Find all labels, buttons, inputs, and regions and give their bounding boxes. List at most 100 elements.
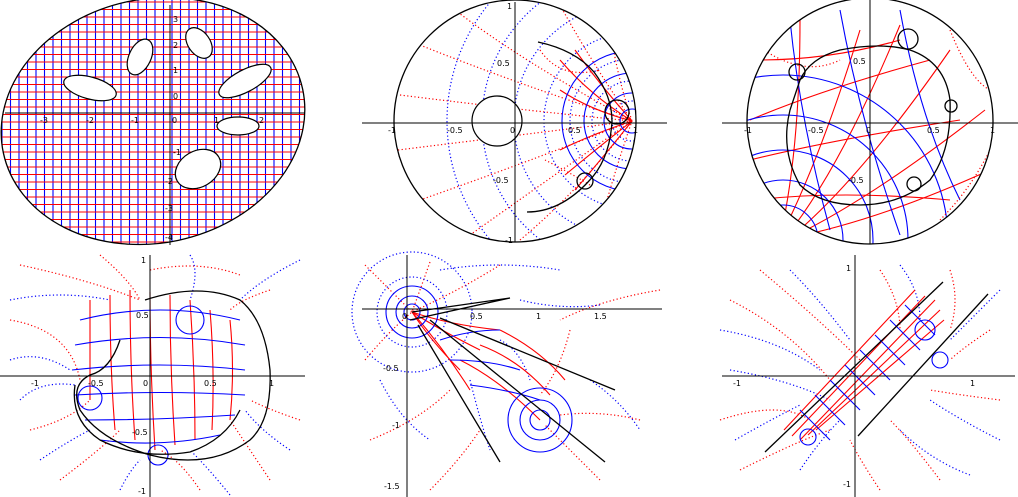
panel-disk-annulus: -1 -0.5 0 0.5 1 1 0.5 -0.5 -1 <box>362 0 667 245</box>
y-tick-label: -1 <box>843 480 851 489</box>
x-tick-label: -3 <box>40 116 48 125</box>
boundary-bump <box>944 99 958 113</box>
grid-line-family <box>719 264 1001 476</box>
x-tick-label: 0 <box>866 126 871 135</box>
hole <box>63 74 117 102</box>
x-tick-label: 0 <box>172 116 177 125</box>
x-tick-label: 1.5 <box>594 312 607 321</box>
hole <box>185 27 213 59</box>
grid-line-family <box>783 289 945 441</box>
x-tick-label: -0.5 <box>88 379 104 388</box>
hole <box>126 38 154 76</box>
hole <box>218 63 272 99</box>
x-tick-label: -1 <box>744 126 752 135</box>
x-tick-labels: -1 1 <box>733 379 975 388</box>
grid-lines <box>397 0 636 242</box>
y-tick-label: -1 <box>138 487 146 496</box>
x-tick-label: 1 <box>970 379 975 388</box>
x-tick-label: 1 <box>269 379 274 388</box>
inner-boundary <box>526 41 613 213</box>
y-tick-label: 0.5 <box>497 59 510 68</box>
x-tick-label: 1 <box>536 312 541 321</box>
slit-boundary <box>409 297 511 321</box>
grid-line-family <box>719 269 1001 491</box>
inner-boundary <box>786 45 951 206</box>
x-tick-labels: 0 0.5 1 1.5 <box>402 312 607 321</box>
grid-line-family <box>411 311 566 421</box>
y-tick-labels: 3 2 1 0 -1 -2 -3 -4 <box>165 15 181 242</box>
y-tick-label: -1.5 <box>384 482 400 491</box>
y-tick-labels: -0.5 -1 -1.5 <box>383 364 400 491</box>
x-tick-label: 0 <box>510 126 515 135</box>
grid-line-family <box>364 261 661 491</box>
y-tick-label: 1 <box>141 256 146 265</box>
x-tick-labels: -1 -0.5 0 0.5 1 <box>388 126 638 135</box>
y-tick-label: 0.5 <box>853 57 866 66</box>
x-tick-label: 0 <box>143 379 148 388</box>
slit-boundary <box>417 324 501 463</box>
x-tick-label: -1 <box>131 116 139 125</box>
strip-boundary <box>857 293 989 437</box>
x-tick-label: 0.5 <box>204 379 217 388</box>
grid-line-family <box>9 254 301 491</box>
grid-line-family <box>749 19 991 239</box>
y-tick-label: -1 <box>173 148 181 157</box>
slit-boundary <box>429 319 606 463</box>
boundary-bump <box>576 172 594 190</box>
y-tick-label: -2 <box>165 177 173 186</box>
y-tick-labels: 1 0.5 -0.5 -1 <box>132 256 149 496</box>
grid-line-family <box>385 285 573 453</box>
y-tick-label: -0.5 <box>132 428 148 437</box>
panel-disk-curvy: -1 -0.5 0 0.5 1 0.5 -0.5 <box>722 0 1018 245</box>
y-tick-label: -0.5 <box>383 364 399 373</box>
y-tick-label: 1 <box>173 66 178 75</box>
boundary-bump <box>604 99 630 125</box>
x-tick-label: -1 <box>733 379 741 388</box>
strip-boundary <box>764 281 944 453</box>
grid-line-family <box>749 29 991 221</box>
slit-boundary <box>439 317 616 391</box>
y-tick-label: -1 <box>505 236 513 245</box>
grid-line-family <box>71 305 246 466</box>
x-tick-label: 0.5 <box>568 126 581 135</box>
inner-boundary <box>76 290 271 461</box>
y-tick-label: 1 <box>846 264 851 273</box>
y-tick-labels: 1 -1 <box>843 264 851 489</box>
y-tick-label: 2 <box>173 41 178 50</box>
y-tick-label: 0 <box>173 92 178 101</box>
boundary-bump <box>897 28 919 50</box>
x-tick-label: 0.5 <box>927 126 940 135</box>
y-tick-label: -0.5 <box>848 176 864 185</box>
x-tick-labels: -1 -0.5 0 0.5 1 <box>744 126 995 135</box>
panel-strip-domain: -1 1 1 -1 <box>719 255 1015 497</box>
y-tick-label: -0.5 <box>493 176 509 185</box>
x-tick-label: -0.5 <box>808 126 824 135</box>
panel-bean-domain: -1 -0.5 0 0.5 1 1 0.5 -0.5 -1 <box>0 254 305 497</box>
x-tick-label: 1 <box>214 116 219 125</box>
x-tick-label: 1 <box>633 126 638 135</box>
x-tick-label: 0.5 <box>470 312 483 321</box>
grid-lines <box>719 264 1001 491</box>
inner-boundary <box>73 384 241 455</box>
x-tick-labels: -3 -2 -1 0 1 2 <box>40 116 264 125</box>
y-tick-labels: 0.5 -0.5 <box>848 57 866 185</box>
y-tick-label: 0.5 <box>136 311 149 320</box>
hole <box>216 116 260 136</box>
x-tick-label: 1 <box>990 126 995 135</box>
outer-boundary <box>0 0 306 246</box>
x-tick-labels: -1 -0.5 0 0.5 1 <box>31 379 274 388</box>
panel-ellipse-domain: -3 -2 -1 0 1 2 3 2 1 0 -1 -2 -3 -4 <box>0 0 309 246</box>
hole <box>174 148 222 190</box>
y-tick-label: -4 <box>165 233 173 242</box>
x-tick-label: -0.5 <box>447 126 463 135</box>
x-tick-label: -2 <box>86 116 94 125</box>
x-tick-label: -1 <box>388 126 396 135</box>
boundary-bump <box>788 63 806 81</box>
inner-hole <box>471 95 523 147</box>
grid-line-family <box>9 254 301 496</box>
y-tick-label: 1 <box>507 2 512 11</box>
y-tick-labels: 1 0.5 -0.5 -1 <box>493 2 513 245</box>
x-tick-label: 0 <box>402 312 407 321</box>
y-tick-label: 3 <box>173 15 178 24</box>
